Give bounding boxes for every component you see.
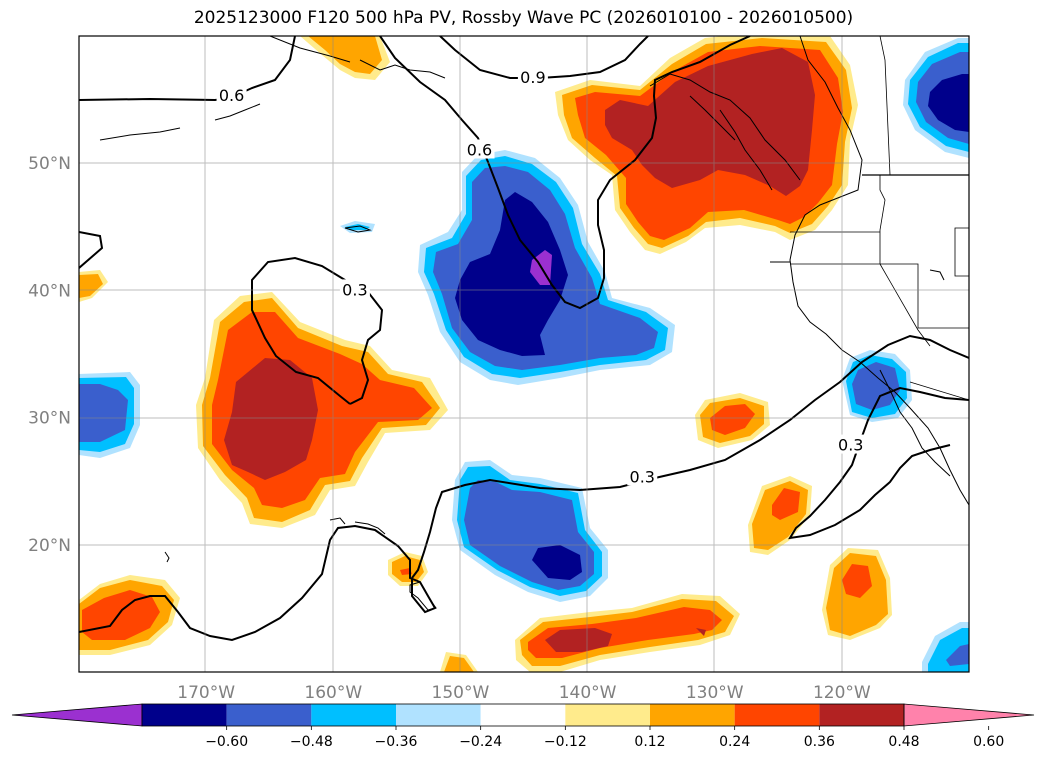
positive-anomaly-offshore-california-max (710, 404, 755, 435)
positive-anomaly-west-edge-core (79, 274, 103, 298)
positive-anomaly-eastern-tropics-max (842, 564, 872, 598)
colorbar-tick-label: −0.60 (205, 734, 248, 750)
latitude-label: 40°N (28, 281, 71, 301)
contour-label: 0.6 (219, 86, 244, 105)
colorbar-tick-label: −0.24 (459, 734, 502, 750)
colorbar-extend-min (11, 703, 143, 727)
latitude-label: 30°N (28, 409, 71, 429)
colorbar-tick-label: −0.48 (290, 734, 333, 750)
contour-label: 0.6 (467, 140, 492, 159)
contour-label: 0.3 (838, 436, 863, 455)
contour-label-background (339, 279, 370, 299)
positive-anomaly-bottom-core (444, 656, 474, 672)
contour-label-background (464, 139, 495, 159)
map-frame (78, 35, 970, 673)
latitude-labels: 20°N 30°N 40°N 50°N (28, 154, 71, 556)
positive-anomaly-central-pacific (196, 292, 448, 528)
longitude-label: 170°W (177, 683, 235, 703)
longitude-label: 160°W (304, 683, 362, 703)
colorbar-swatch (650, 704, 735, 726)
latitude-label: 50°N (28, 154, 71, 174)
negative-anomaly-small-core (345, 224, 370, 230)
colorbar-tick-label: 0.36 (804, 734, 835, 750)
positive-anomaly-baja-max (772, 488, 800, 520)
positive-anomaly-tropical-band (515, 594, 740, 672)
colorbar-tick-label: 0.24 (719, 734, 750, 750)
contour-label-background (627, 466, 658, 486)
longitude-label: 130°W (686, 683, 744, 703)
map-title: 2025123000 F120 500 hPa PV, Rossby Wave … (193, 8, 854, 28)
negative-anomaly-northeast-corner (903, 38, 969, 158)
colorbar-tick-label: 0.48 (888, 734, 919, 750)
contour-label: 0.3 (630, 467, 655, 486)
coastlines (99, 36, 969, 611)
gridlines (79, 36, 969, 672)
contour-label-background (517, 66, 548, 86)
colorbar-swatch (311, 704, 396, 726)
colorbar-swatch (819, 704, 904, 726)
contour-label: 0.3 (342, 280, 367, 299)
contour-label: 0.9 (520, 68, 545, 87)
colorbar-tick-label: −0.12 (544, 734, 587, 750)
positive-anomaly-north-edge-core (308, 36, 382, 74)
pv-contours (79, 36, 969, 642)
colorbar-swatch (396, 704, 481, 726)
map-plot-area: 0.6 0.9 0.6 0.3 0.3 0.3 (79, 36, 969, 672)
contour-label-background (835, 434, 866, 454)
negative-anomaly-subtropical (452, 460, 608, 602)
colorbar-swatch (565, 704, 650, 726)
colorbar: −0.60 −0.48 −0.36 −0.24 −0.12 0.12 0.24 0.36 0.4… (11, 703, 1035, 750)
latitude-label: 20°N (28, 536, 71, 556)
negative-anomaly-southern-california (842, 350, 912, 422)
negative-anomaly-gulf-of-alaska (418, 150, 675, 385)
negative-anomaly-southeast-corner (922, 622, 969, 672)
contour-labels: 0.6 0.9 0.6 0.3 0.3 0.3 (216, 66, 866, 486)
longitude-labels: 170°W 160°W 150°W 140°W 130°W 120°W (177, 683, 871, 703)
positive-anomaly-northeast-pacific (555, 36, 858, 254)
contour-label-background (216, 84, 247, 104)
colorbar-swatch (734, 704, 820, 726)
longitude-label: 150°W (432, 683, 490, 703)
colorbar-swatch (480, 704, 566, 726)
longitude-label: 120°W (813, 683, 871, 703)
colorbar-tick-label: −0.36 (375, 734, 418, 750)
colorbar-swatch (142, 704, 227, 726)
longitude-label: 140°W (559, 683, 617, 703)
negative-anomaly-west-edge (79, 372, 140, 458)
colorbar-extend-max (903, 703, 1035, 727)
colorbar-tick-label: 0.60 (973, 734, 1004, 750)
colorbar-outline (141, 703, 905, 727)
colorbar-swatch (226, 704, 312, 726)
colorbar-tick-label: 0.12 (634, 734, 665, 750)
